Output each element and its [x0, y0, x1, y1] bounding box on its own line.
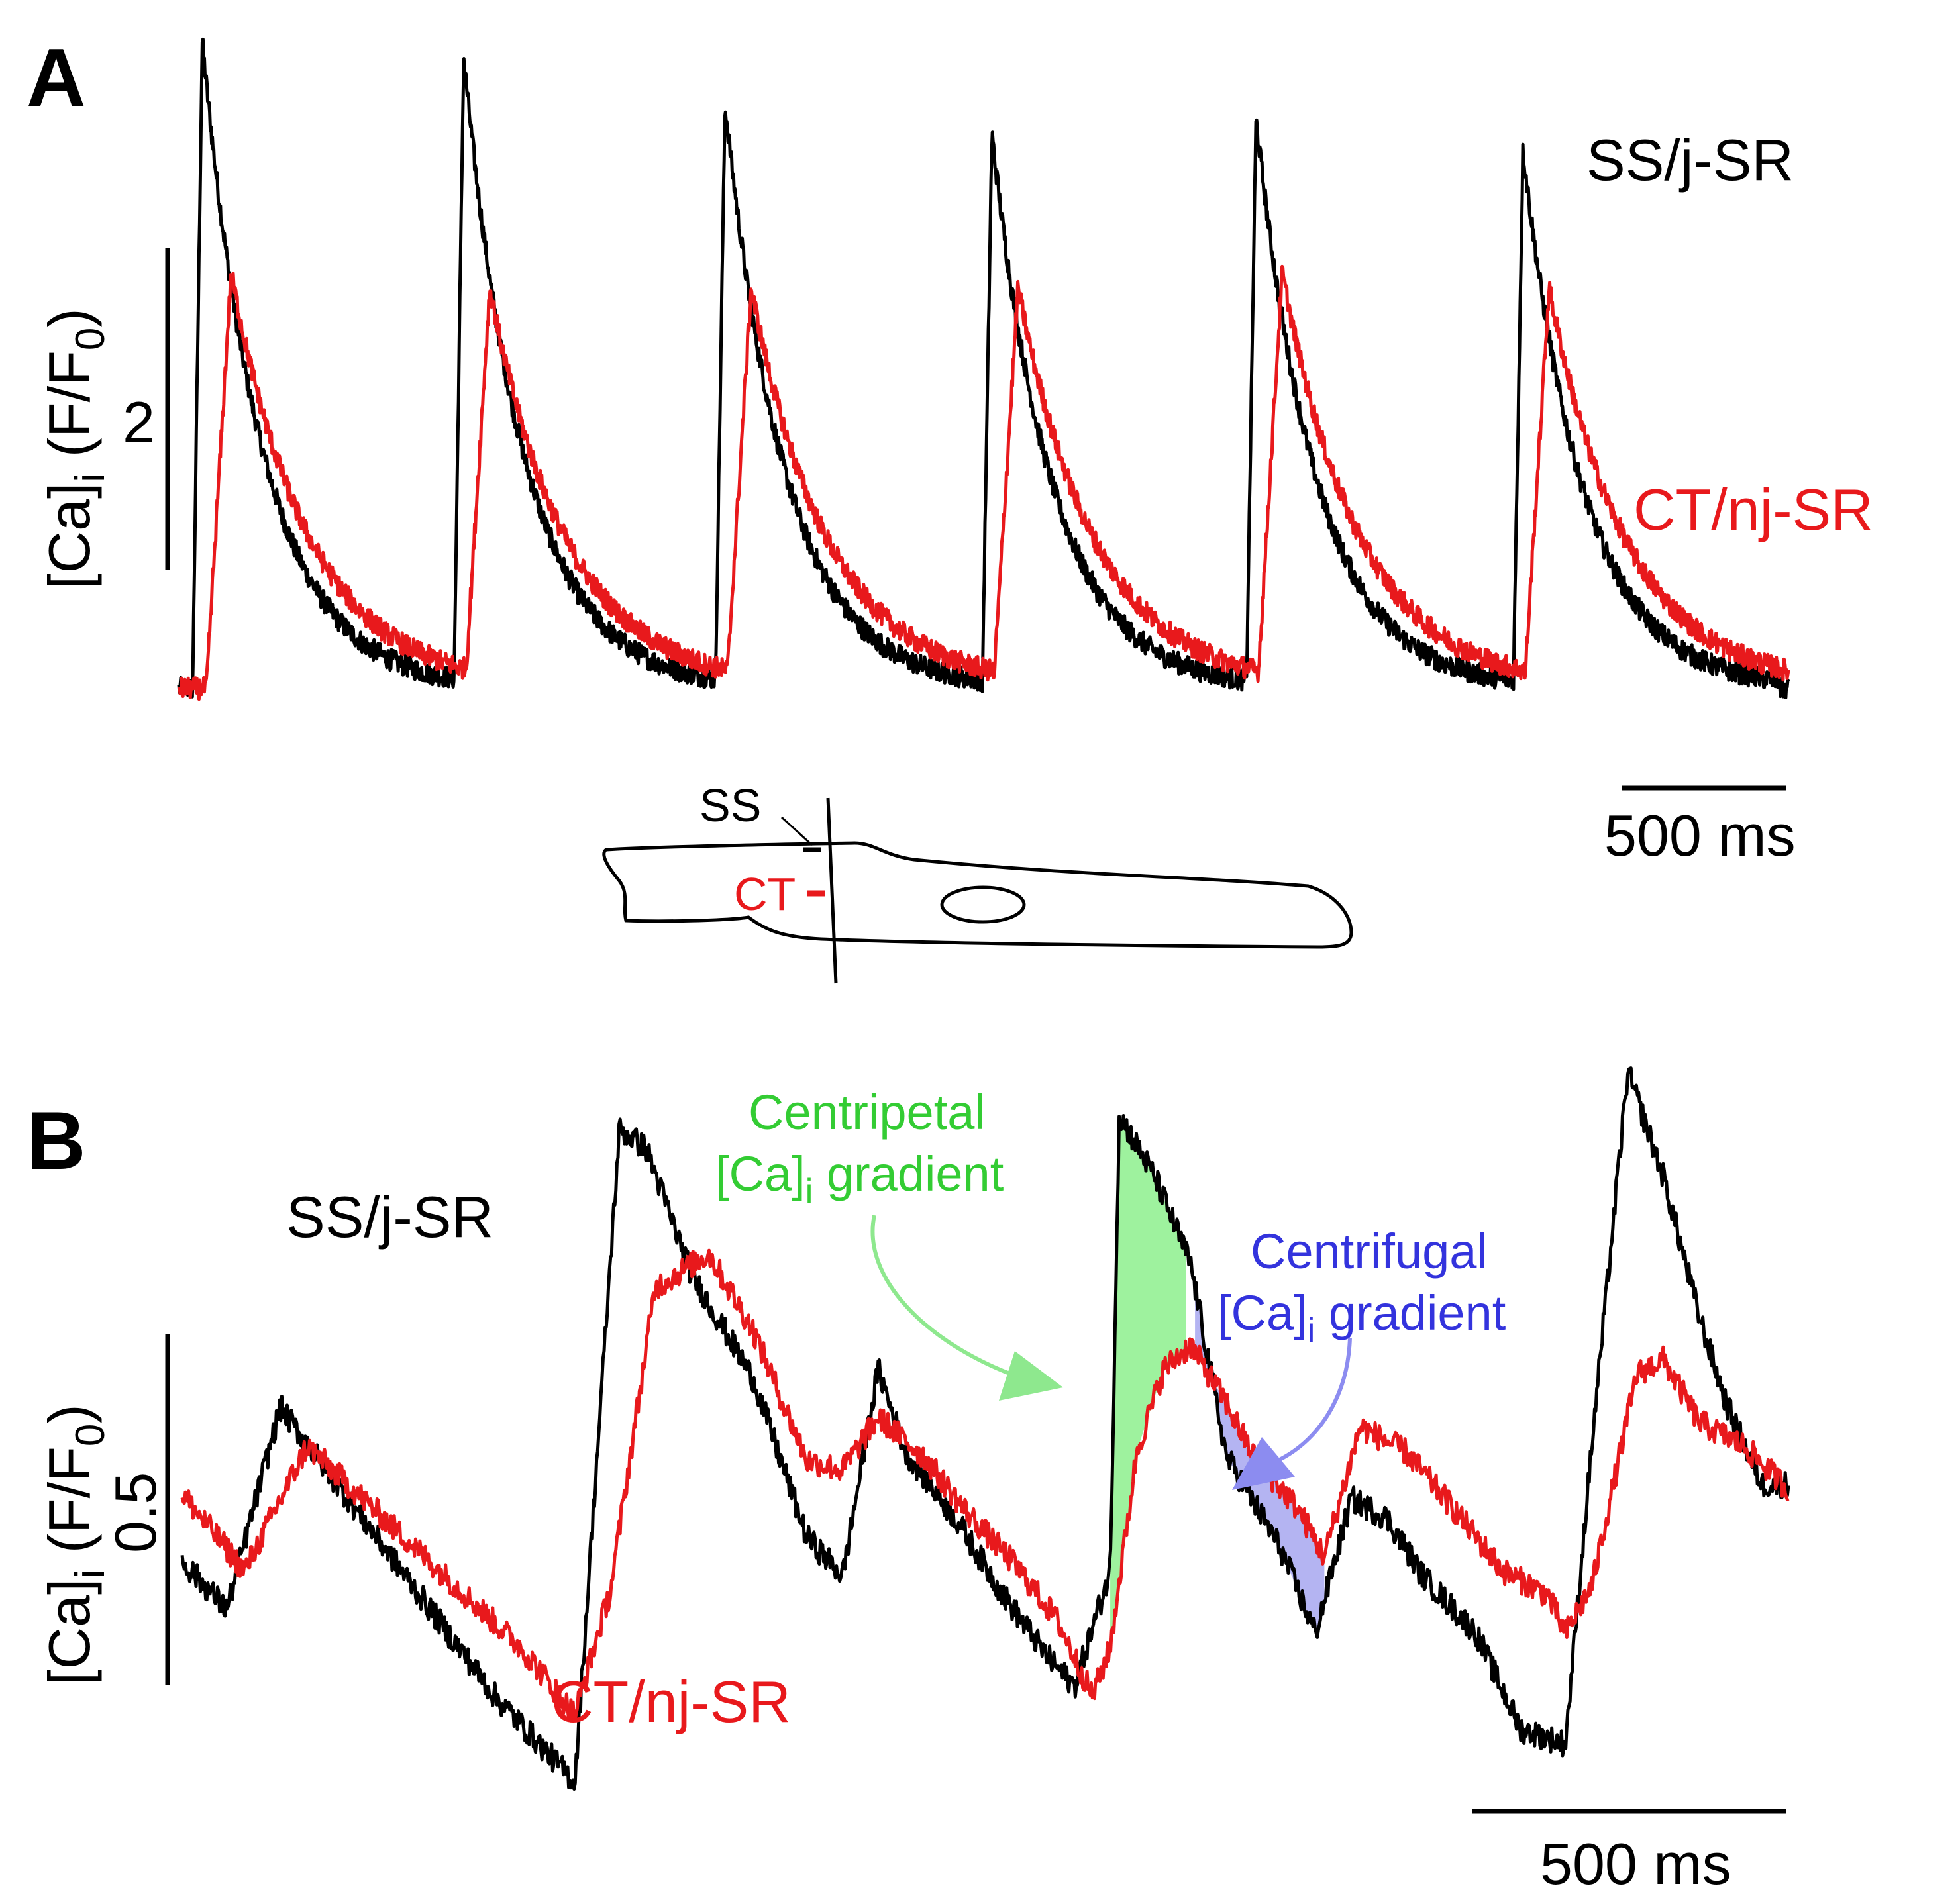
panel-a-y-axis-label: [Ca]i (F/F0) — [36, 308, 113, 589]
cell-inset: SS CT — [602, 779, 1353, 984]
centrifugal-arrow — [1277, 1337, 1352, 1462]
centrifugal-label-line1: Centrifugal — [1251, 1224, 1488, 1279]
panel-b-legend-ct: CT/nj-SR — [551, 1669, 791, 1734]
panel-b-legend-ss: SS/j-SR — [286, 1184, 493, 1250]
centripetal-arrowhead — [999, 1351, 1063, 1401]
centripetal-gradient-region — [1110, 1117, 1186, 1648]
ss-leader — [780, 816, 813, 846]
panel-b-gradient-fills — [1110, 1117, 1325, 1648]
centrifugal-label-line2: [Ca]i gradient — [1217, 1285, 1506, 1350]
centripetal-arrow — [870, 1215, 1021, 1379]
panel-a-legend-ct: CT/nj-SR — [1633, 477, 1873, 542]
panel-b-y-scale-value: 0.5 — [103, 1472, 168, 1553]
panel-a-series-ct-njsr — [177, 264, 1790, 701]
panel-a-legend-ss: SS/j-SR — [1586, 127, 1794, 193]
panel-a-y-scale-value: 2 — [123, 389, 155, 455]
panel-b-y-axis-label: [Ca]i (F/F0) — [36, 1404, 113, 1685]
panel-a-label: A — [26, 32, 86, 124]
cell-outline — [602, 841, 1353, 949]
panel-b-series-ct-njsr — [180, 1248, 1790, 1723]
panel-a: A 2 [Ca]i (F/F0) SS/j-SR CT/nj-SR 500 ms… — [26, 32, 1873, 984]
centripetal-label-line2: [Ca]i gradient — [715, 1146, 1004, 1211]
panel-b-traces — [180, 1066, 1790, 1791]
scan-line — [826, 797, 838, 984]
centrifugal-gradient-region — [1195, 1287, 1325, 1632]
centrifugal-arrowhead — [1232, 1437, 1295, 1490]
panel-b-label: B — [26, 1095, 86, 1187]
panel-a-x-scale-value: 500 ms — [1604, 803, 1796, 868]
inset-ct-label: CT — [734, 868, 796, 920]
panel-b: B 0.5 [Ca]i (F/F0) SS/j-SR CT/nj-SR Cent… — [26, 1066, 1790, 1897]
panel-b-series-ss-jsr — [180, 1066, 1790, 1791]
inset-ss-label: SS — [699, 779, 761, 831]
panel-a-series-ss-jsr — [177, 37, 1790, 699]
panel-b-x-scale-value: 500 ms — [1540, 1831, 1731, 1897]
centripetal-label-line1: Centripetal — [748, 1085, 986, 1140]
cell-nucleus — [940, 885, 1026, 924]
panel-a-traces — [177, 37, 1790, 701]
